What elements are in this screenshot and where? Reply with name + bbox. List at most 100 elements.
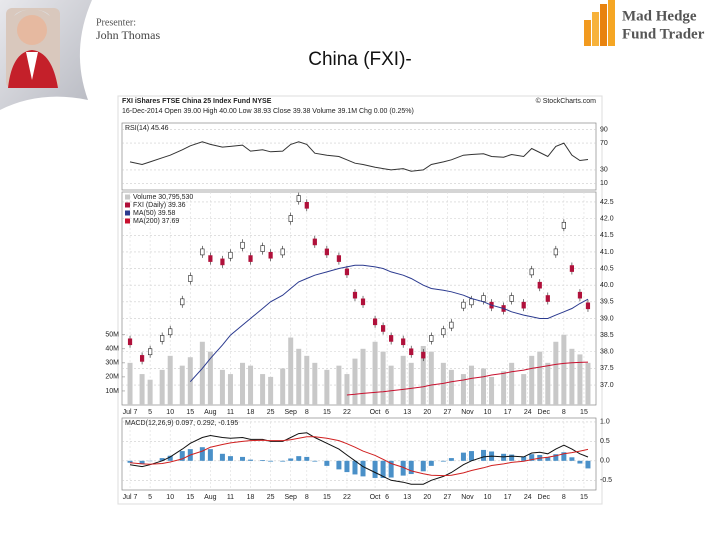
chart-title: FXI iShares FTSE China 25 Index Fund NYS…	[122, 98, 272, 105]
candle	[344, 268, 350, 276]
bar	[440, 460, 446, 462]
x-tick-label: 8	[305, 494, 309, 501]
y-tick-label: 70	[600, 140, 608, 147]
candle	[280, 248, 285, 256]
legend-swatch	[125, 194, 130, 200]
legend-label: Volume 30,795,530	[133, 194, 193, 201]
x-tick-label: Jul 7	[123, 494, 138, 501]
bar	[304, 355, 310, 405]
candle	[352, 291, 358, 299]
bar	[127, 362, 133, 405]
candle	[127, 338, 133, 346]
bar	[207, 449, 213, 461]
x-tick-label: 10	[166, 409, 174, 416]
y-tick-label: 0.5	[600, 438, 610, 445]
x-tick-label: 20	[423, 409, 431, 416]
candle	[288, 215, 293, 222]
line	[189, 264, 589, 383]
candle	[553, 248, 558, 256]
x-tick-label: 27	[443, 494, 451, 501]
bar	[561, 452, 567, 461]
candle	[360, 298, 366, 306]
bar	[324, 460, 330, 466]
candle	[401, 338, 406, 346]
candle	[585, 302, 591, 310]
bar	[585, 362, 591, 405]
bar	[344, 374, 350, 405]
bar	[147, 379, 153, 405]
logo-text: Mad Hedge	[622, 8, 697, 24]
bar	[408, 362, 414, 405]
x-tick-label: 15	[323, 409, 331, 416]
candle	[148, 348, 153, 356]
bar	[460, 374, 466, 405]
y-tick-label: 38.5	[600, 332, 614, 339]
y-tick-label: 40.0	[600, 282, 614, 289]
candle	[469, 298, 474, 306]
bar	[127, 460, 133, 463]
bar	[296, 348, 302, 405]
legend-label: MA(50) 39.58	[133, 210, 176, 217]
x-tick-label: 20	[423, 494, 431, 501]
bar	[372, 460, 378, 478]
bar	[380, 351, 386, 405]
presenter-name: John Thomas	[96, 28, 160, 42]
x-tick-label: Sep	[284, 494, 297, 501]
x-tick-label: Sep	[284, 409, 297, 416]
bar	[240, 456, 246, 461]
bar	[468, 451, 474, 461]
legend-swatch	[125, 218, 130, 224]
candle	[509, 295, 514, 302]
bar	[179, 451, 185, 461]
x-tick-label: 15	[580, 409, 588, 416]
candle	[248, 255, 253, 262]
bar	[167, 355, 173, 405]
candle	[188, 275, 193, 282]
x-tick-label: Jul 7	[123, 409, 138, 416]
bar	[553, 341, 559, 405]
x-tick-label: 8	[305, 409, 309, 416]
panel	[121, 191, 597, 406]
candle	[372, 318, 378, 326]
x-tick-label: 17	[504, 494, 512, 501]
candle	[545, 295, 550, 302]
candle	[208, 255, 213, 262]
y2-tick-label: 30M	[105, 360, 119, 367]
candle	[441, 328, 446, 336]
y-tick-label: 37.0	[600, 382, 614, 389]
bar	[529, 355, 535, 405]
y-tick-label: -0.5	[600, 477, 612, 484]
bar	[288, 458, 294, 461]
bar	[324, 369, 330, 405]
x-tick-label: 6	[385, 409, 389, 416]
candle	[481, 295, 486, 302]
presenter-label: Presenter:	[96, 17, 136, 28]
bar	[481, 368, 487, 405]
candle	[312, 238, 317, 246]
bar	[440, 362, 446, 405]
bar	[159, 369, 165, 405]
candle	[537, 281, 542, 289]
bar	[312, 460, 318, 462]
bar	[545, 457, 551, 461]
bar	[227, 456, 233, 461]
line	[346, 361, 589, 396]
bar	[428, 460, 434, 466]
candle	[461, 301, 466, 309]
x-tick-label: 6	[385, 494, 389, 501]
x-tick-label: 10	[484, 494, 492, 501]
x-tick-label: 15	[580, 494, 588, 501]
x-tick-label: Nov	[461, 409, 474, 416]
bar	[537, 351, 543, 405]
chart-source: © StockCharts.com	[536, 97, 597, 105]
bar	[420, 345, 426, 405]
bar	[139, 374, 145, 405]
y-tick-label: 40.5	[600, 265, 614, 272]
x-tick-label: Nov	[461, 494, 474, 501]
panel-title: MACD(12,26,9) 0.097, 0.292, -0.195	[125, 420, 238, 427]
y2-tick-label: 20M	[105, 374, 119, 381]
bar	[167, 455, 173, 461]
bar	[468, 365, 474, 405]
candle	[429, 335, 434, 342]
